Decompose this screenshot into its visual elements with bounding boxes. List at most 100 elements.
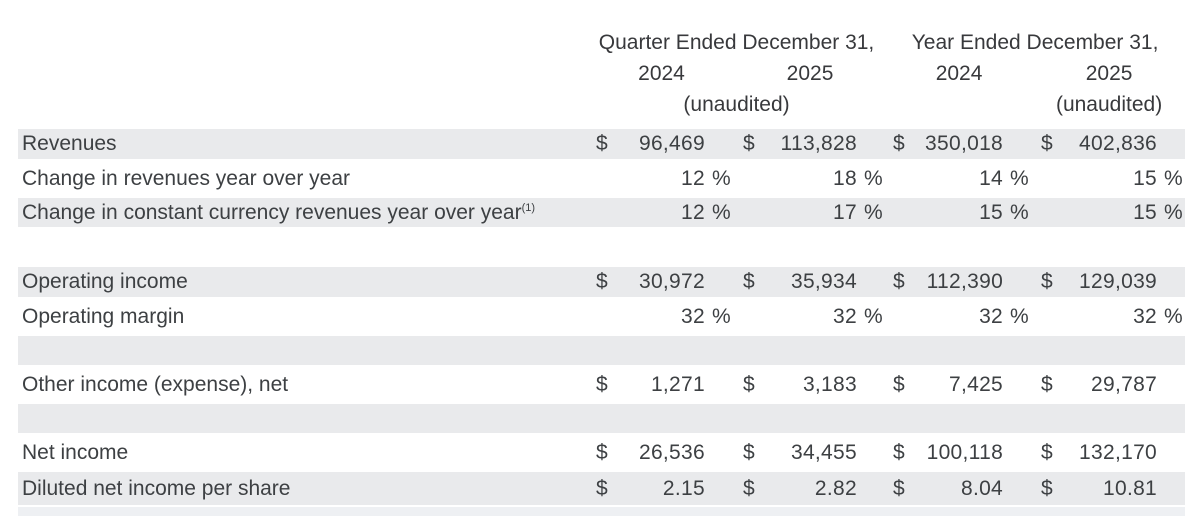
value-q2024: 1,271 [650, 372, 705, 396]
value-q2025: 3,183 [802, 372, 857, 396]
currency-symbol: $ [893, 440, 905, 464]
table-header: Quarter Ended December 31, Year Ended De… [18, 28, 1185, 129]
currency-symbol: $ [743, 132, 755, 155]
value-q2024: 12 [681, 200, 705, 224]
percent-symbol: % [1010, 304, 1029, 328]
percent-symbol [1003, 129, 1033, 159]
currency-symbol: $ [596, 270, 608, 293]
currency-symbol [735, 297, 765, 336]
value-y2025: 129,039 [1079, 270, 1158, 293]
quarter-group-title: Quarter Ended December 31, [598, 31, 875, 54]
value-q2024: 2.15 [662, 476, 705, 500]
currency-symbol: $ [1041, 372, 1053, 396]
percent-symbol [857, 433, 885, 472]
percent-symbol [857, 267, 885, 297]
value-q2025: 32 [833, 304, 857, 328]
spacer-row [18, 336, 1186, 365]
currency-symbol: $ [743, 476, 755, 500]
value-y2025: 132,170 [1079, 440, 1158, 464]
value-y2024: 14 [979, 166, 1004, 190]
value-q2025: 34,455 [790, 440, 857, 464]
percent-symbol [1003, 433, 1033, 472]
currency-symbol: $ [893, 476, 905, 500]
year-group-title: Year Ended December 31, [911, 31, 1159, 54]
currency-symbol [885, 198, 915, 227]
currency-symbol: $ [596, 372, 608, 396]
row-label: Net income [22, 440, 129, 464]
row-label: Revenues [22, 132, 117, 155]
value-y2025: 32 [1133, 304, 1158, 328]
header-spacer [18, 58, 588, 90]
row-revenues: Revenues $ 96,469 $ 113,828 $ 350,018 $ … [18, 129, 1186, 159]
row-label: Operating margin [22, 304, 185, 328]
percent-symbol [705, 472, 735, 505]
value-y2024: 100,118 [926, 440, 1004, 464]
percent-symbol: % [712, 166, 731, 190]
currency-symbol: $ [1041, 476, 1053, 500]
currency-symbol: $ [596, 440, 608, 464]
percent-symbol: % [864, 200, 883, 224]
currency-symbol [588, 297, 618, 336]
currency-symbol: $ [596, 132, 608, 155]
currency-symbol [1033, 297, 1063, 336]
currency-symbol [588, 159, 618, 198]
percent-symbol [705, 129, 735, 159]
quarter-col-2025: 2025 [786, 62, 834, 85]
value-q2025: 18 [833, 166, 857, 190]
value-q2025: 113,828 [780, 132, 857, 155]
spacer-row [18, 404, 1186, 433]
footnote-marker: (1) [521, 201, 536, 214]
percent-symbol: % [1164, 304, 1183, 328]
value-q2024: 12 [681, 166, 705, 190]
value-y2025: 15 [1133, 200, 1158, 224]
row-operating-income: Operating income $ 30,972 $ 35,934 $ 112… [18, 267, 1186, 297]
percent-symbol [1003, 365, 1033, 404]
value-y2025: 29,787 [1091, 372, 1158, 396]
quarter-unaudited-note: (unaudited) [683, 93, 790, 116]
header-gap [18, 120, 1185, 129]
row-operating-margin: Operating margin 32 % 32 % 32 % 32 % [18, 297, 1185, 336]
value-q2025: 17 [833, 200, 857, 224]
currency-symbol: $ [1041, 270, 1053, 293]
header-period-titles: Quarter Ended December 31, Year Ended De… [18, 28, 1185, 58]
row-label-text: Change in constant currency revenues yea… [22, 200, 522, 224]
year-unaudited-note: (unaudited) [1055, 93, 1163, 116]
value-y2024: 15 [979, 200, 1004, 224]
percent-symbol [705, 365, 735, 404]
value-y2025: 10.81 [1102, 476, 1158, 500]
percent-symbol [705, 267, 735, 297]
currency-symbol: $ [743, 440, 755, 464]
percent-symbol [1157, 129, 1185, 159]
percent-symbol: % [1010, 200, 1029, 224]
currency-symbol: $ [893, 372, 905, 396]
currency-symbol: $ [743, 270, 755, 293]
percent-symbol [1157, 433, 1185, 472]
year-col-2025: 2025 [1085, 62, 1133, 85]
row-diluted-net-income-per-share: Diluted net income per share $ 2.15 $ 2.… [18, 472, 1186, 505]
percent-symbol [857, 472, 885, 505]
currency-symbol [735, 198, 765, 227]
row-label: Change in revenues year over year [22, 166, 351, 190]
percent-symbol: % [1164, 166, 1183, 190]
quarter-col-2024: 2024 [638, 62, 685, 85]
currency-symbol: $ [1041, 440, 1053, 464]
value-y2024: 112,390 [926, 270, 1004, 293]
percent-symbol [1157, 472, 1185, 505]
currency-symbol [588, 198, 618, 227]
currency-symbol [885, 297, 915, 336]
value-y2025: 402,836 [1079, 132, 1158, 155]
percent-symbol: % [864, 304, 883, 328]
row-change-in-constant-currency-revenues: Change in constant currency revenues yea… [18, 198, 1186, 227]
percent-symbol: % [712, 304, 731, 328]
year-col-2024: 2024 [935, 62, 983, 85]
bottom-partial-row [18, 507, 1185, 516]
currency-symbol [735, 159, 765, 198]
spacer-row [18, 227, 1185, 267]
row-label: Operating income [22, 270, 188, 293]
currency-symbol [1033, 198, 1063, 227]
value-q2024: 26,536 [638, 440, 705, 464]
currency-symbol [1033, 159, 1063, 198]
currency-symbol: $ [743, 372, 755, 396]
percent-symbol [1157, 365, 1185, 404]
percent-symbol [857, 129, 885, 159]
